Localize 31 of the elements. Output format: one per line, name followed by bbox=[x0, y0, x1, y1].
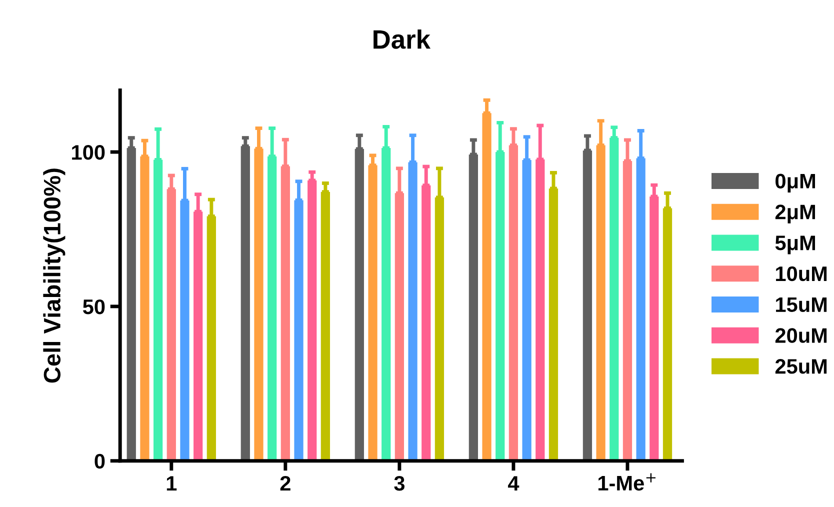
bar bbox=[422, 185, 431, 461]
legend-label: 20uM bbox=[775, 328, 827, 343]
x-tick-label: 4 bbox=[508, 476, 520, 491]
y-tick-label: 0 bbox=[94, 454, 105, 469]
legend-label: 5μM bbox=[775, 236, 815, 254]
y-axis-title: Cell Viability(100%) bbox=[43, 168, 66, 383]
bar bbox=[536, 159, 545, 461]
legend-label: 10uM bbox=[776, 266, 827, 282]
x-tick-label: 2 bbox=[280, 476, 290, 491]
legend-label: 0μM bbox=[776, 174, 815, 193]
y-tick-label: 100 bbox=[72, 145, 105, 160]
bar bbox=[320, 192, 330, 461]
y-tick-label: 50 bbox=[82, 299, 105, 314]
bar bbox=[582, 150, 592, 461]
bar bbox=[368, 165, 378, 461]
chart-title: Dark bbox=[374, 29, 431, 49]
bar bbox=[622, 160, 632, 461]
x-tick-label: 1-Me$^{+}$ bbox=[598, 473, 656, 491]
legend-label: 15uM bbox=[776, 297, 827, 312]
legend-label: 2μM bbox=[775, 204, 815, 224]
bar bbox=[140, 156, 150, 461]
x-tick-label: 1 bbox=[166, 476, 177, 491]
bar bbox=[610, 138, 619, 461]
bar bbox=[268, 156, 277, 461]
bar bbox=[354, 148, 364, 461]
bar bbox=[548, 188, 558, 461]
bar bbox=[308, 180, 317, 461]
bar bbox=[434, 197, 444, 461]
bar bbox=[206, 216, 216, 461]
x-tick-label: 3 bbox=[394, 476, 404, 491]
legend-label: 25uM bbox=[775, 359, 827, 374]
